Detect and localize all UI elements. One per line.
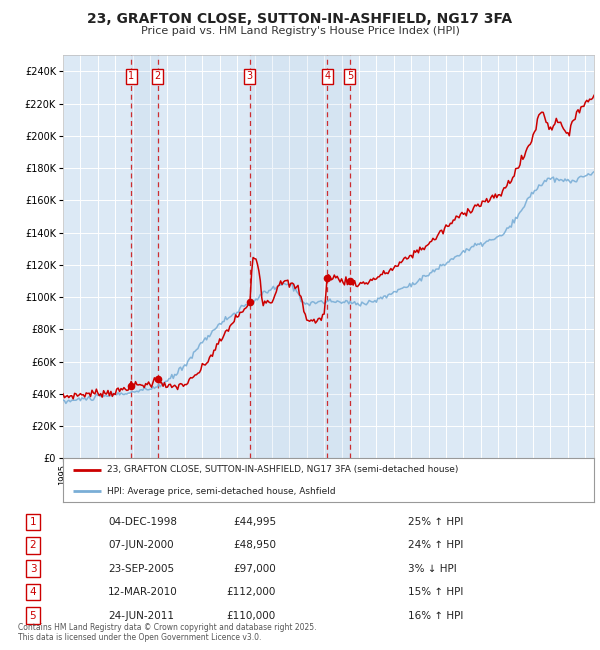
Text: Price paid vs. HM Land Registry's House Price Index (HPI): Price paid vs. HM Land Registry's House …	[140, 26, 460, 36]
Text: 3% ↓ HPI: 3% ↓ HPI	[408, 564, 457, 574]
Text: 1: 1	[128, 72, 134, 81]
Text: 4: 4	[325, 72, 331, 81]
Text: £44,995: £44,995	[233, 517, 276, 527]
Text: 3: 3	[29, 564, 37, 574]
Text: 5: 5	[29, 610, 37, 621]
Text: £112,000: £112,000	[227, 587, 276, 597]
Text: 3: 3	[247, 72, 253, 81]
Text: 15% ↑ HPI: 15% ↑ HPI	[408, 587, 463, 597]
Text: 07-JUN-2000: 07-JUN-2000	[108, 540, 173, 551]
Text: 5: 5	[347, 72, 353, 81]
Text: HPI: Average price, semi-detached house, Ashfield: HPI: Average price, semi-detached house,…	[107, 487, 335, 496]
Text: 12-MAR-2010: 12-MAR-2010	[108, 587, 178, 597]
Text: 4: 4	[29, 587, 37, 597]
Text: 16% ↑ HPI: 16% ↑ HPI	[408, 610, 463, 621]
Text: £97,000: £97,000	[233, 564, 276, 574]
Bar	[131, 55, 158, 458]
Text: 24% ↑ HPI: 24% ↑ HPI	[408, 540, 463, 551]
Text: 2: 2	[29, 540, 37, 551]
Text: 23, GRAFTON CLOSE, SUTTON-IN-ASHFIELD, NG17 3FA: 23, GRAFTON CLOSE, SUTTON-IN-ASHFIELD, N…	[88, 12, 512, 26]
Bar	[250, 55, 350, 458]
Text: 25% ↑ HPI: 25% ↑ HPI	[408, 517, 463, 527]
Text: £48,950: £48,950	[233, 540, 276, 551]
Text: Contains HM Land Registry data © Crown copyright and database right 2025.
This d: Contains HM Land Registry data © Crown c…	[18, 623, 317, 642]
Text: 23-SEP-2005: 23-SEP-2005	[108, 564, 174, 574]
Text: 1: 1	[29, 517, 37, 527]
Text: £110,000: £110,000	[227, 610, 276, 621]
Text: 2: 2	[155, 72, 161, 81]
Text: 23, GRAFTON CLOSE, SUTTON-IN-ASHFIELD, NG17 3FA (semi-detached house): 23, GRAFTON CLOSE, SUTTON-IN-ASHFIELD, N…	[107, 465, 458, 474]
Text: 04-DEC-1998: 04-DEC-1998	[108, 517, 177, 527]
Text: 24-JUN-2011: 24-JUN-2011	[108, 610, 174, 621]
